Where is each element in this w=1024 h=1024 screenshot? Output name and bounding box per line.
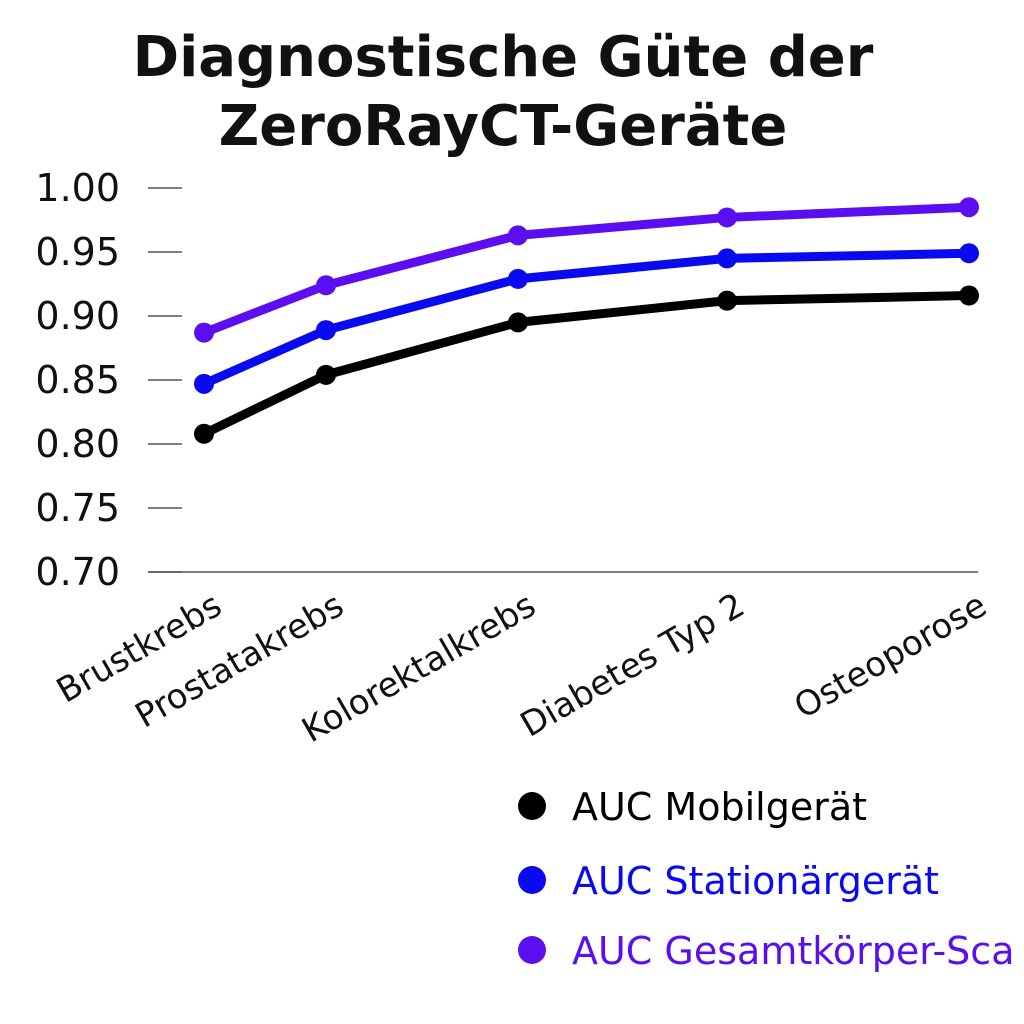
x-tick-label: Diabetes Typ 2 bbox=[514, 585, 752, 745]
legend-marker bbox=[518, 792, 546, 820]
series-lines bbox=[199, 202, 974, 439]
series-points bbox=[194, 197, 979, 444]
data-point bbox=[508, 312, 528, 333]
data-point bbox=[194, 373, 214, 394]
data-point bbox=[316, 275, 336, 296]
y-tick-label: 0.85 bbox=[35, 358, 120, 402]
series-line-0 bbox=[199, 291, 974, 439]
y-tick-label: 0.95 bbox=[35, 230, 120, 274]
data-point bbox=[194, 322, 214, 343]
chart-title-line-1: Diagnostische Güte der bbox=[133, 25, 874, 90]
legend: AUC Mobilgerät AUC Stationärgerät AUC Gesa… bbox=[518, 785, 1014, 973]
y-tick-label: 0.80 bbox=[35, 422, 120, 466]
legend-label: AUC Mobilgerät bbox=[572, 785, 867, 829]
y-tick-label: 0.70 bbox=[35, 550, 120, 594]
y-tick-label: 1.00 bbox=[35, 166, 120, 210]
data-point bbox=[717, 290, 737, 311]
legend-label: AUC Gesamtkörper-Sca bbox=[572, 929, 1014, 973]
y-axis: 0.70 0.75 0.80 0.85 0.90 0.95 1.00 bbox=[35, 166, 978, 594]
data-point bbox=[508, 268, 528, 289]
data-point bbox=[717, 248, 737, 269]
data-point bbox=[316, 364, 336, 385]
y-tick-label: 0.75 bbox=[35, 486, 120, 530]
data-point bbox=[959, 285, 979, 306]
data-point bbox=[717, 207, 737, 228]
data-point bbox=[194, 423, 214, 444]
legend-marker bbox=[518, 866, 546, 894]
chart-title-line-2: ZeroRayCT-Geräte bbox=[219, 94, 788, 159]
legend-marker bbox=[518, 936, 546, 964]
data-point bbox=[959, 197, 979, 218]
data-point bbox=[959, 243, 979, 264]
data-point bbox=[316, 320, 336, 341]
x-tick-label: Osteoporose bbox=[788, 585, 994, 727]
legend-label: AUC Stationärgerät bbox=[572, 859, 939, 903]
data-point bbox=[508, 225, 528, 246]
y-tick-label: 0.90 bbox=[35, 294, 120, 338]
x-axis-labels: BrustkrebsProstatakrebsKolorektalkrebsDi… bbox=[50, 585, 994, 751]
